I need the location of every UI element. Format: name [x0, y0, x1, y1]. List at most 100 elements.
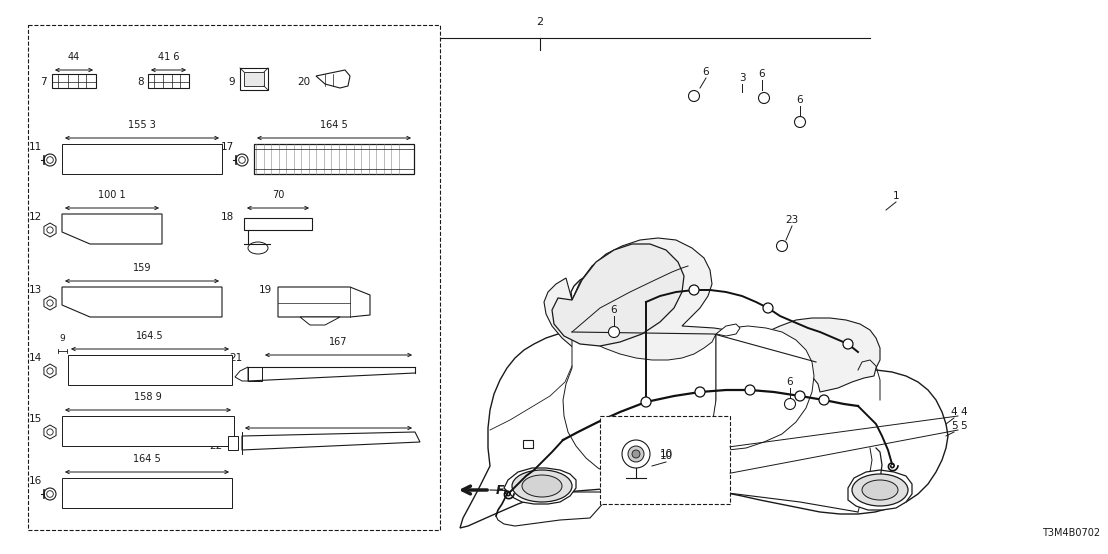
Text: 6: 6 — [702, 67, 709, 77]
Bar — [52, 74, 96, 88]
Text: 17: 17 — [220, 142, 234, 152]
Ellipse shape — [852, 474, 907, 506]
Text: 4: 4 — [951, 407, 957, 417]
Circle shape — [47, 491, 53, 497]
Text: 100 1: 100 1 — [99, 190, 126, 200]
Text: 2: 2 — [536, 17, 544, 27]
Circle shape — [47, 368, 53, 374]
Text: 4: 4 — [960, 407, 966, 417]
Circle shape — [44, 488, 57, 500]
Text: 8: 8 — [137, 77, 144, 87]
Polygon shape — [710, 326, 814, 450]
Polygon shape — [44, 296, 57, 310]
Text: 159: 159 — [133, 263, 152, 273]
Text: 1: 1 — [893, 191, 900, 201]
Text: 155 3: 155 3 — [129, 120, 156, 130]
Text: 3: 3 — [739, 73, 746, 83]
Bar — [244, 72, 264, 86]
Text: 5: 5 — [951, 421, 957, 431]
Text: 13: 13 — [29, 285, 42, 295]
Text: 44: 44 — [68, 52, 80, 62]
Polygon shape — [44, 364, 57, 378]
Polygon shape — [504, 468, 576, 504]
Circle shape — [688, 90, 699, 101]
Circle shape — [622, 440, 650, 468]
Polygon shape — [44, 425, 57, 439]
Circle shape — [628, 446, 644, 462]
Circle shape — [794, 116, 806, 127]
Polygon shape — [460, 262, 948, 528]
Text: 9: 9 — [59, 334, 65, 343]
Text: 23: 23 — [786, 215, 799, 225]
Polygon shape — [316, 70, 350, 88]
Polygon shape — [563, 332, 716, 484]
Bar — [62, 478, 232, 508]
Circle shape — [44, 154, 57, 166]
Circle shape — [642, 397, 652, 407]
Text: 167: 167 — [329, 337, 348, 347]
Text: 19: 19 — [259, 285, 271, 295]
Text: 164 5: 164 5 — [320, 120, 348, 130]
Circle shape — [763, 303, 773, 313]
Text: 12: 12 — [29, 212, 42, 222]
Text: 16: 16 — [29, 476, 42, 486]
Ellipse shape — [248, 242, 268, 254]
Polygon shape — [278, 287, 370, 317]
Bar — [28, 25, 440, 530]
Circle shape — [819, 395, 829, 405]
Bar — [254, 144, 414, 174]
Ellipse shape — [862, 480, 897, 500]
Text: 11: 11 — [29, 142, 42, 152]
Text: T3M4B0702: T3M4B0702 — [1042, 528, 1100, 538]
Circle shape — [47, 429, 53, 435]
Text: 6: 6 — [759, 69, 766, 79]
Bar — [62, 416, 234, 446]
Text: 6: 6 — [611, 305, 617, 315]
Text: FR.: FR. — [496, 484, 520, 496]
Bar — [240, 68, 268, 90]
Circle shape — [632, 450, 640, 458]
Ellipse shape — [522, 475, 562, 497]
Bar — [248, 367, 261, 381]
Text: 164 5: 164 5 — [133, 454, 161, 464]
Text: 7: 7 — [40, 77, 47, 87]
Circle shape — [784, 398, 796, 409]
Text: 15: 15 — [29, 414, 42, 424]
Circle shape — [47, 157, 53, 163]
Ellipse shape — [512, 470, 572, 502]
Text: 5: 5 — [960, 421, 966, 431]
Bar — [68, 355, 232, 385]
Circle shape — [608, 326, 619, 337]
Bar — [228, 436, 238, 450]
Circle shape — [47, 227, 53, 233]
Text: 18: 18 — [220, 212, 234, 222]
Circle shape — [238, 157, 245, 163]
Text: 158 9: 158 9 — [134, 392, 162, 402]
Circle shape — [796, 391, 806, 401]
Text: 9: 9 — [228, 77, 235, 87]
Circle shape — [689, 285, 699, 295]
Bar — [601, 416, 730, 504]
Bar — [244, 218, 312, 230]
Circle shape — [843, 339, 853, 349]
Circle shape — [777, 240, 788, 252]
Text: 41 6: 41 6 — [157, 52, 179, 62]
Polygon shape — [552, 244, 684, 346]
Text: 14: 14 — [29, 353, 42, 363]
Text: 20: 20 — [297, 77, 310, 87]
Polygon shape — [544, 238, 880, 392]
Text: 6: 6 — [787, 377, 793, 387]
Polygon shape — [716, 324, 740, 336]
Text: 70: 70 — [271, 190, 284, 200]
Polygon shape — [235, 367, 248, 381]
Text: 164.5: 164.5 — [136, 331, 164, 341]
Circle shape — [47, 300, 53, 306]
Bar — [523, 440, 533, 448]
Text: 10: 10 — [660, 449, 674, 459]
Circle shape — [759, 93, 769, 104]
Polygon shape — [300, 317, 340, 325]
Polygon shape — [848, 470, 912, 510]
Text: 10: 10 — [659, 451, 673, 461]
Polygon shape — [62, 287, 222, 317]
Text: 6: 6 — [797, 95, 803, 105]
